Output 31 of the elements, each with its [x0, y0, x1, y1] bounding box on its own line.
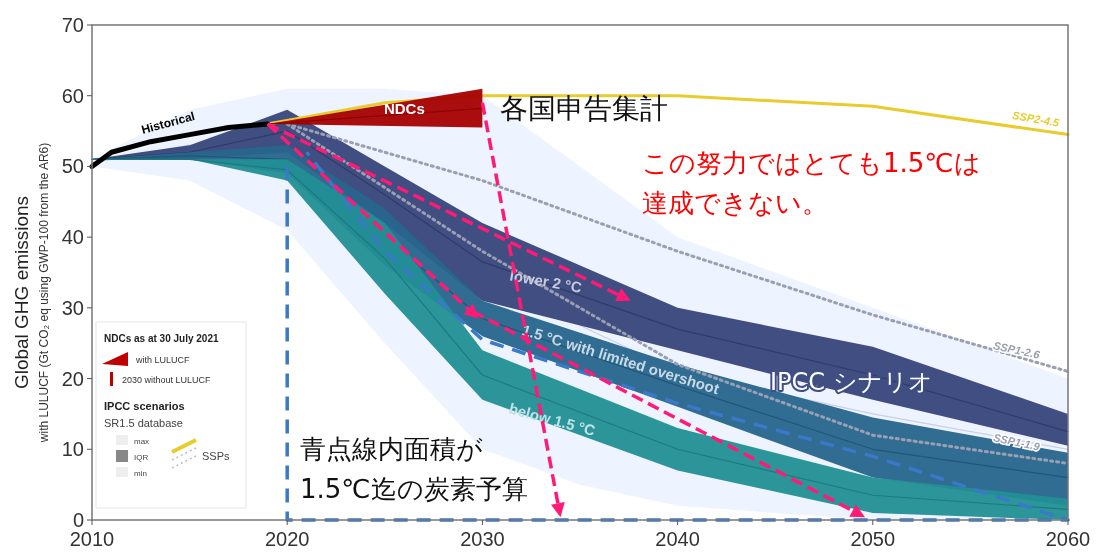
y-tick-label: 20	[61, 367, 84, 390]
y-tick-label: 50	[61, 155, 84, 178]
text: lower 2 °C	[508, 266, 584, 296]
text: SSP1-2.6	[992, 339, 1042, 361]
y-axis-title: Global GHG emissions with LULUCF (Gt CO₂ eq using GWP-100 from the AR6)	[11, 142, 51, 444]
x-tick-label: 2030	[460, 528, 505, 550]
annotation: min	[134, 469, 147, 478]
text: SSP1-1.9	[992, 431, 1042, 453]
y-tick-label: 60	[61, 84, 84, 107]
y-tick-label: 0	[72, 509, 84, 531]
annotation: この努力ではとても1.5℃は達成できない。	[642, 148, 981, 218]
annotation: SR1.5 database	[104, 417, 183, 429]
annotation: max	[134, 437, 150, 446]
y-tick-label: 40	[61, 226, 84, 249]
annotation: IPCC scenarios	[104, 400, 185, 412]
annotation: SSPs	[202, 450, 231, 462]
annotation: with LULUCF	[135, 355, 191, 365]
annotation: IQR	[134, 453, 149, 462]
x-tick-label: 2020	[264, 528, 310, 550]
annotation: NDCs as at 30 July 2021	[104, 333, 219, 344]
series-label: NDCs	[383, 100, 425, 118]
text: SSP2-4.5	[1011, 108, 1061, 129]
y-tick-label: 70	[61, 14, 84, 36]
x-tick-label: 2060	[1045, 528, 1091, 550]
annotation: 2030 without LULUCF	[122, 375, 212, 385]
y-tick-label: 10	[61, 438, 84, 461]
annotation: 各国申告集計	[500, 92, 668, 125]
x-tick-label: 2010	[69, 528, 115, 550]
y-tick-label: 30	[61, 296, 84, 319]
x-tick-label: 2040	[655, 528, 700, 550]
x-tick-label: 2050	[850, 528, 896, 550]
